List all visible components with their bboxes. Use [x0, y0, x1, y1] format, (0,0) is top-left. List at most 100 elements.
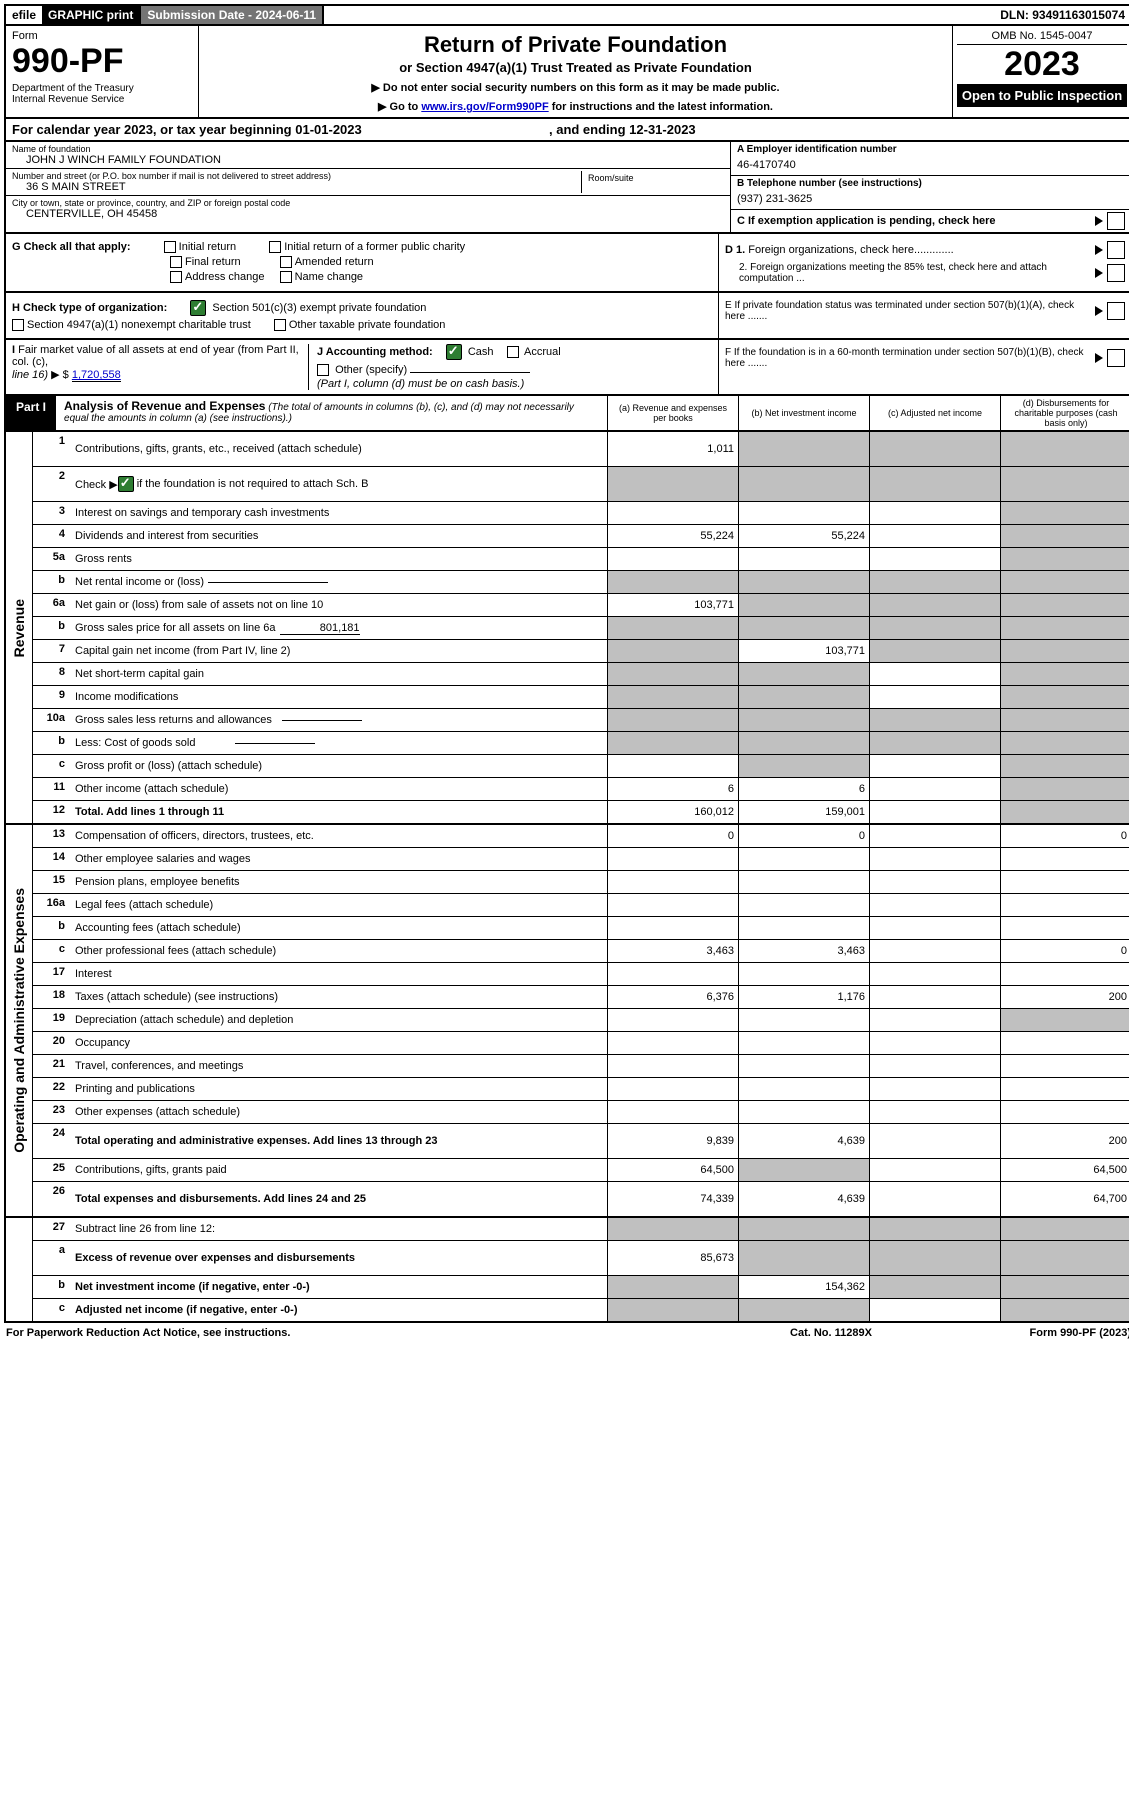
line-2: Check ▶ if the foundation is not require…	[71, 467, 608, 501]
line-7: Capital gain net income (from Part IV, l…	[71, 640, 608, 662]
expenses-table: Operating and Administrative Expenses 13…	[4, 825, 1129, 1218]
arrow-icon	[1095, 353, 1103, 363]
form-label: Form	[12, 30, 192, 42]
line-27b: Net investment income (if negative, ente…	[71, 1276, 608, 1298]
cat-no: Cat. No. 11289X	[731, 1327, 931, 1339]
d1-label: Foreign organizations, check here.......…	[748, 244, 953, 256]
line-18: Taxes (attach schedule) (see instruction…	[71, 986, 608, 1008]
j-accrual-checkbox[interactable]	[507, 346, 519, 358]
line-3: Interest on savings and temporary cash i…	[71, 502, 608, 524]
col-c-header: (c) Adjusted net income	[869, 396, 1000, 430]
h-label: H Check type of organization:	[12, 302, 167, 314]
line-10c: Gross profit or (loss) (attach schedule)	[71, 755, 608, 777]
line-16b: Accounting fees (attach schedule)	[71, 917, 608, 939]
g-initial-return-checkbox[interactable]	[164, 241, 176, 253]
part1-header: Part I Analysis of Revenue and Expenses …	[4, 396, 1129, 432]
page-footer: For Paperwork Reduction Act Notice, see …	[4, 1323, 1129, 1343]
form-number: 990-PF	[12, 42, 192, 81]
dept-label: Department of the Treasury	[12, 83, 192, 94]
h-other-taxable-checkbox[interactable]	[274, 319, 286, 331]
g-name-change-checkbox[interactable]	[280, 271, 292, 283]
submission-date: Submission Date - 2024-06-11	[139, 6, 324, 24]
g-former-charity-checkbox[interactable]	[269, 241, 281, 253]
line-19: Depreciation (attach schedule) and deple…	[71, 1009, 608, 1031]
sch-b-checkbox[interactable]	[118, 476, 134, 492]
line-22: Printing and publications	[71, 1078, 608, 1100]
revenue-vtab: Revenue	[6, 432, 33, 823]
line-5b: Net rental income or (loss)	[71, 571, 608, 593]
line-24: Total operating and administrative expen…	[71, 1124, 608, 1158]
i-label: Fair market value of all assets at end o…	[12, 344, 299, 368]
street-address: 36 S MAIN STREET	[12, 181, 581, 193]
irs-form-link[interactable]: www.irs.gov/Form990PF	[421, 101, 548, 113]
line-13: Compensation of officers, directors, tru…	[71, 825, 608, 847]
line-6b: Gross sales price for all assets on line…	[71, 617, 608, 639]
j-cash-checkbox[interactable]	[446, 344, 462, 360]
revenue-table: Revenue 1Contributions, gifts, grants, e…	[4, 432, 1129, 825]
g-d-section: G Check all that apply: Initial return I…	[4, 234, 1129, 293]
line-21: Travel, conferences, and meetings	[71, 1055, 608, 1077]
line-17: Interest	[71, 963, 608, 985]
instr-link-row: ▶ Go to www.irs.gov/Form990PF for instru…	[209, 100, 942, 113]
line-27a: Excess of revenue over expenses and disb…	[71, 1241, 608, 1275]
line-12: Total. Add lines 1 through 11	[71, 801, 608, 823]
line-27: Subtract line 26 from line 12:	[71, 1218, 608, 1240]
arrow-icon	[1095, 216, 1103, 226]
city-label: City or town, state or province, country…	[12, 198, 724, 208]
j-other-checkbox[interactable]	[317, 364, 329, 376]
irs-label: Internal Revenue Service	[12, 94, 192, 105]
h-e-section: H Check type of organization: Section 50…	[4, 293, 1129, 340]
g-label: G Check all that apply:	[12, 241, 131, 253]
omb-number: OMB No. 1545-0047	[957, 28, 1127, 45]
arrow-icon	[1095, 245, 1103, 255]
line-14: Other employee salaries and wages	[71, 848, 608, 870]
line-11: Other income (attach schedule)	[71, 778, 608, 800]
e-checkbox[interactable]	[1107, 302, 1125, 320]
line27-table: 27Subtract line 26 from line 12: aExcess…	[4, 1218, 1129, 1323]
h-501c3-checkbox[interactable]	[190, 300, 206, 316]
i-j-f-section: I Fair market value of all assets at end…	[4, 340, 1129, 396]
line-26: Total expenses and disbursements. Add li…	[71, 1182, 608, 1216]
foundation-name: JOHN J WINCH FAMILY FOUNDATION	[12, 154, 724, 166]
d2-checkbox[interactable]	[1107, 264, 1125, 282]
line-10b: Less: Cost of goods sold	[71, 732, 608, 754]
col-a-header: (a) Revenue and expenses per books	[607, 396, 738, 430]
g-address-change-checkbox[interactable]	[170, 271, 182, 283]
ein-value: 46-4170740	[737, 155, 1125, 173]
line-16a: Legal fees (attach schedule)	[71, 894, 608, 916]
fmv-link[interactable]: 1,720,558	[72, 369, 121, 382]
efile-label: efile	[6, 6, 42, 24]
line-25: Contributions, gifts, grants paid	[71, 1159, 608, 1181]
form-title: Return of Private Foundation	[209, 32, 942, 58]
f-checkbox[interactable]	[1107, 349, 1125, 367]
line-1: Contributions, gifts, grants, etc., rece…	[71, 432, 608, 466]
ein-label: A Employer identification number	[737, 144, 1125, 155]
col-d-header: (d) Disbursements for charitable purpose…	[1000, 396, 1129, 430]
d2-label: 2. Foreign organizations meeting the 85%…	[725, 262, 1091, 284]
g-amended-checkbox[interactable]	[280, 256, 292, 268]
h-4947-checkbox[interactable]	[12, 319, 24, 331]
part1-tab: Part I	[6, 396, 56, 430]
line-10a: Gross sales less returns and allowances	[71, 709, 608, 731]
line-27c: Adjusted net income (if negative, enter …	[71, 1299, 608, 1321]
addr-label: Number and street (or P.O. box number if…	[12, 171, 581, 181]
tax-year: 2023	[957, 45, 1127, 84]
form-subtitle: or Section 4947(a)(1) Trust Treated as P…	[209, 60, 942, 75]
calendar-year-row: For calendar year 2023, or tax year begi…	[4, 119, 1129, 142]
phone-value: (937) 231-3625	[737, 189, 1125, 207]
d1-checkbox[interactable]	[1107, 241, 1125, 259]
line-20: Occupancy	[71, 1032, 608, 1054]
c-checkbox[interactable]	[1107, 212, 1125, 230]
arrow-icon	[1095, 268, 1103, 278]
line-9: Income modifications	[71, 686, 608, 708]
expenses-vtab: Operating and Administrative Expenses	[6, 825, 33, 1216]
open-public-badge: Open to Public Inspection	[957, 84, 1127, 107]
f-label: F If the foundation is in a 60-month ter…	[725, 347, 1091, 369]
line-23: Other expenses (attach schedule)	[71, 1101, 608, 1123]
j-note: (Part I, column (d) must be on cash basi…	[317, 378, 712, 390]
line-4: Dividends and interest from securities	[71, 525, 608, 547]
j-label: J Accounting method:	[317, 346, 433, 358]
g-final-return-checkbox[interactable]	[170, 256, 182, 268]
graphic-print-button[interactable]: GRAPHIC print	[42, 6, 139, 24]
e-label: E If private foundation status was termi…	[725, 300, 1091, 322]
